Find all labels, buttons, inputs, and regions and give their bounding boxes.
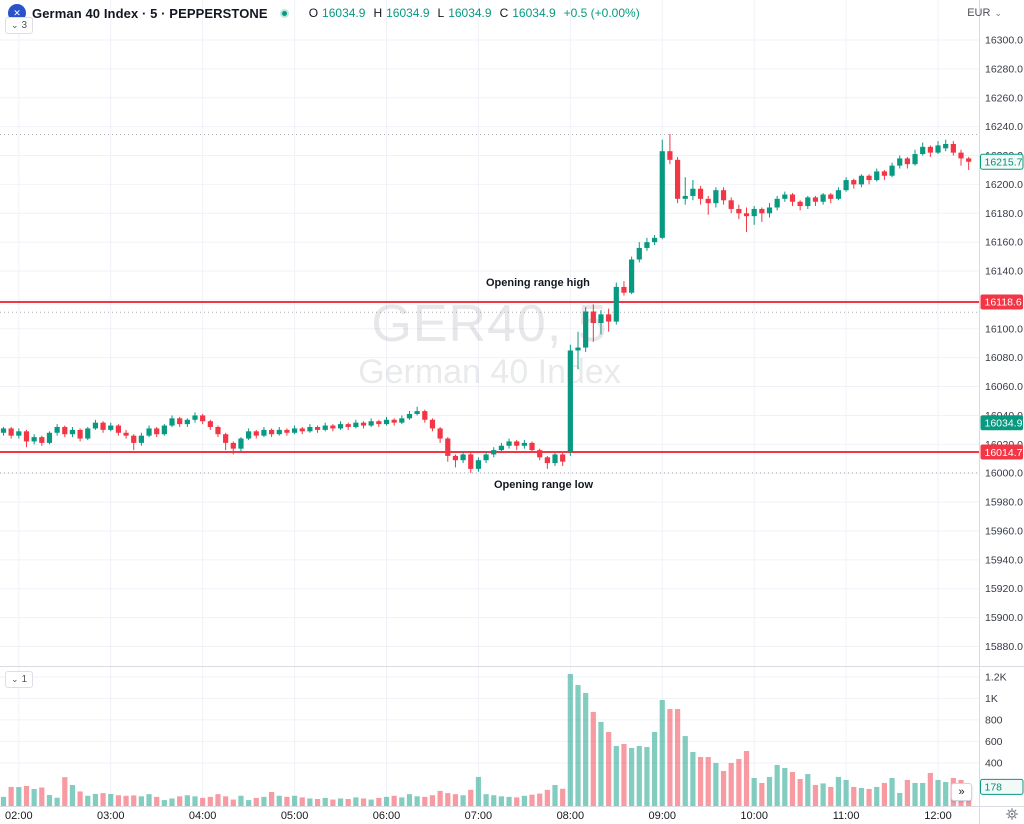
chevron-down-icon: ⌄ [11, 674, 19, 684]
last-volume-label: 178 [980, 778, 1024, 795]
time-tick-label: 03:00 [97, 810, 125, 822]
axis-tick-label: 16160.0 [985, 237, 1023, 249]
go-to-realtime-button[interactable]: » [951, 783, 972, 801]
axis-tick-label: 16260.0 [985, 92, 1023, 104]
axis-tick-label: 1K [985, 693, 998, 705]
time-tick-label: 12:00 [924, 810, 952, 822]
time-tick-label: 09:00 [648, 810, 676, 822]
currency-label: EUR [967, 7, 991, 19]
axis-tick-label: 16100.0 [985, 323, 1023, 335]
axis-tick-label: 16200.0 [985, 179, 1023, 191]
open-label: O [308, 6, 319, 20]
opening-range-low-price-label-label: 16014.7 [985, 447, 1023, 459]
time-tick-label: 11:00 [833, 810, 860, 822]
symbol-legend: ✕ German 40 Index · 5 · PEPPERSTONE O 16… [8, 4, 640, 22]
volume-pane-count: 1 [21, 674, 28, 685]
volume-pane-toggle[interactable]: ⌄ 1 [5, 671, 34, 688]
low-value: 16034.9 [448, 6, 492, 20]
legend-objects-count: 3 [21, 20, 28, 31]
close-label: C [499, 6, 509, 20]
change-value: +0.5 (+0.00%) [563, 6, 640, 20]
opening-range-high-text[interactable]: Opening range high [486, 277, 590, 289]
candlestick-series [0, 133, 972, 473]
open-value: 16034.9 [322, 6, 366, 20]
axis-tick-label: 15880.0 [985, 641, 1023, 653]
axis-tick-label: 15920.0 [985, 583, 1023, 595]
legend-objects-toggle[interactable]: ⌄ 3 [5, 17, 34, 34]
last-volume-label-label: 178 [985, 782, 1003, 794]
axis-tick-label: 16300.0 [985, 35, 1023, 47]
last-price-label: 16215.7 [980, 153, 1024, 170]
axis-tick-label: 16280.0 [985, 63, 1023, 75]
opening-range-high-price-label: 16118.6 [980, 294, 1023, 310]
opening-range-low-text[interactable]: Opening range low [494, 479, 594, 491]
ohlc-values: O 16034.9 H 16034.9 L 16034.9 C 16034.9 … [309, 6, 640, 20]
axis-tick-label: 15960.0 [985, 525, 1023, 537]
time-tick-label: 06:00 [373, 810, 401, 822]
time-tick-label: 10:00 [740, 810, 768, 822]
high-value: 16034.9 [386, 6, 430, 20]
last-price-label-label: 16215.7 [985, 157, 1023, 169]
symbol-title[interactable]: German 40 Index · 5 · PEPPERSTONE [32, 5, 268, 21]
axis-tick-label: 16080.0 [985, 352, 1023, 364]
chevron-down-icon: ⌄ [11, 20, 19, 30]
axis-tick-label: 600 [985, 736, 1003, 748]
axis-tick-label: 1.2K [985, 671, 1007, 683]
axis-tick-label: 15940.0 [985, 554, 1023, 566]
price-axis-currency-menu[interactable]: EUR ⌄ [967, 7, 1002, 19]
axis-tick-label: 800 [985, 714, 1003, 726]
grid-lines [0, 0, 979, 806]
opening-range-low-price-label: 16014.7 [980, 444, 1023, 460]
time-tick-label: 07:00 [465, 810, 493, 822]
axis-tick-label: 16140.0 [985, 266, 1023, 278]
axis-tick-label: 16060.0 [985, 381, 1023, 393]
opening-range-lines[interactable] [0, 300, 979, 453]
axis-tick-label: 15900.0 [985, 612, 1023, 624]
close-value: 16034.9 [512, 6, 556, 20]
axis-tick-label: 400 [985, 757, 1003, 769]
prev-price-label: 16034.9 [980, 415, 1023, 431]
chevron-down-icon: ⌄ [994, 7, 1002, 18]
time-tick-label: 08:00 [557, 810, 585, 822]
high-label: H [373, 6, 383, 20]
volume-series [0, 673, 972, 806]
prev-price-label-label: 16034.9 [985, 418, 1023, 430]
time-tick-label: 02:00 [5, 810, 33, 822]
low-label: L [437, 6, 445, 20]
time-tick-label: 04:00 [189, 810, 217, 822]
axis-tick-label: 16000.0 [985, 468, 1023, 480]
axis-tick-label: 15980.0 [985, 497, 1023, 509]
axis-tick-label: 16180.0 [985, 208, 1023, 220]
market-status-icon [279, 8, 289, 18]
axis-tick-label: 16240.0 [985, 121, 1023, 133]
gear-icon[interactable] [1005, 807, 1019, 821]
time-tick-label: 05:00 [281, 810, 309, 822]
opening-range-high-price-label-label: 16118.6 [985, 297, 1022, 309]
